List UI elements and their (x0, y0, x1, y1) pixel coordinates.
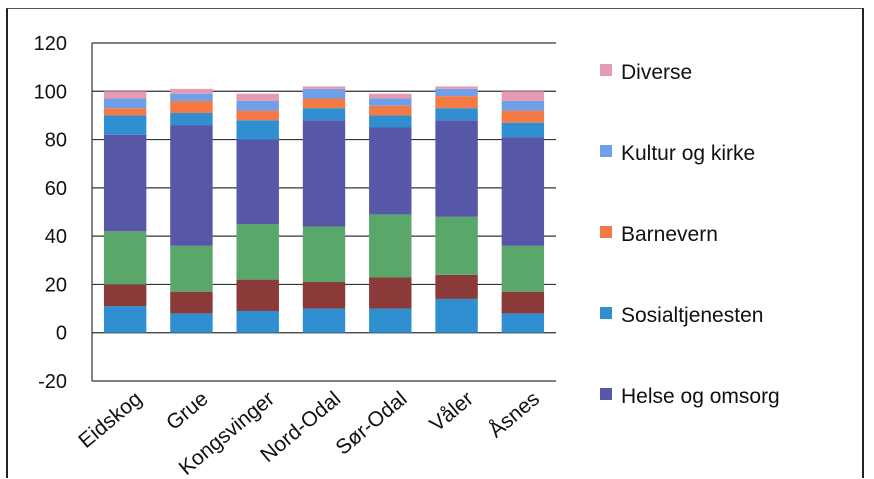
bar-segment-våler-6 (435, 88, 478, 97)
bar-segment-grue-1 (170, 291, 213, 314)
x-tick-label: Våler (425, 387, 477, 436)
bar-segment-sør-odal-0 (369, 308, 412, 333)
bar-segment-eidskog-6 (103, 98, 147, 109)
bar-segment-kongsvinger-7 (236, 93, 279, 101)
y-tick-label: 0 (56, 323, 67, 345)
bar-segment-kongsvinger-0 (236, 310, 279, 333)
legend-label: Barnevern (621, 223, 718, 246)
bar-segment-eidskog-0 (103, 306, 147, 333)
bar-segment-sør-odal-4 (369, 115, 412, 128)
y-tick-label: 120 (34, 33, 67, 55)
legend: Diverse Kultur og kirke Barnevern Sosialtje… (600, 61, 780, 408)
y-tick-label: -20 (38, 371, 67, 393)
bar-segment-kongsvinger-6 (236, 100, 279, 111)
bar-segment-kongsvinger-1 (236, 279, 279, 311)
bar-segment-grue-0 (170, 313, 213, 333)
bar-segment-nord-odal-4 (302, 108, 346, 121)
legend-swatch (600, 388, 612, 400)
bar-segment-våler-2 (435, 216, 478, 275)
bar-segment-nord-odal-0 (302, 308, 346, 333)
legend-swatch (600, 145, 612, 157)
chart-frame (6, 8, 864, 478)
y-tick-label: 80 (45, 130, 67, 152)
bar-segment-åsnes-7 (501, 91, 545, 101)
bar-segment-åsnes-3 (501, 137, 545, 246)
bar-segment-nord-odal-1 (302, 282, 346, 309)
bar-segment-grue-6 (170, 93, 213, 101)
bar-segment-kongsvinger-4 (236, 120, 279, 140)
bar-segment-sør-odal-2 (369, 214, 412, 278)
bar-segment-åsnes-6 (501, 100, 545, 111)
bar-segment-grue-5 (170, 100, 213, 114)
bar-segment-nord-odal-3 (302, 120, 346, 227)
bar-segment-sør-odal-6 (369, 98, 412, 106)
bar-segment-kongsvinger-2 (236, 224, 279, 280)
bar-segment-eidskog-1 (103, 284, 147, 307)
bar-segment-eidskog-7 (103, 91, 147, 99)
x-tick-label: Sør-Odal (331, 387, 411, 459)
bar-segment-sør-odal-3 (369, 127, 412, 215)
y-tick-label: 40 (45, 226, 67, 248)
legend-label: Diverse (621, 61, 692, 84)
bar-segment-sør-odal-1 (369, 277, 412, 309)
bar-segment-åsnes-2 (501, 245, 545, 292)
bar-segment-våler-7 (435, 86, 478, 89)
y-tick-label: 60 (45, 178, 67, 200)
bar-segment-eidskog-2 (103, 231, 147, 285)
y-tick-label: 20 (45, 274, 67, 296)
bar-segment-eidskog-5 (103, 108, 147, 116)
bar-segment-våler-0 (435, 298, 478, 333)
legend-swatch (600, 64, 612, 76)
x-tick-label: Eidskog (74, 387, 146, 453)
y-axis: 120 100 80 60 40 20 0 -20 (34, 33, 93, 393)
bar-segment-grue-2 (170, 245, 213, 292)
legend-label: Kultur og kirke (621, 142, 755, 165)
bar-segment-våler-5 (435, 96, 478, 109)
bar-segment-sør-odal-7 (369, 93, 412, 99)
bar-segment-åsnes-0 (501, 313, 545, 333)
x-tick-label: Åsnes (485, 387, 545, 442)
bar-segment-nord-odal-2 (302, 226, 346, 283)
legend-swatch (600, 307, 612, 319)
bar-segment-nord-odal-6 (302, 88, 346, 99)
bar-segment-sør-odal-5 (369, 105, 412, 116)
y-tick-label: 100 (34, 81, 67, 103)
legend-swatch (600, 226, 612, 238)
bar-segment-åsnes-4 (501, 122, 545, 138)
bar-segment-eidskog-3 (103, 134, 147, 232)
bar-segment-kongsvinger-3 (236, 139, 279, 225)
bar-segment-grue-4 (170, 113, 213, 126)
x-tick-label: Grue (162, 387, 213, 435)
bar-segment-nord-odal-7 (302, 86, 346, 89)
bar-segment-våler-1 (435, 274, 478, 299)
legend-label: Sosialtjenesten (621, 304, 763, 327)
legend-label: Helse og omsorg (621, 385, 780, 408)
bar-segment-våler-3 (435, 120, 478, 217)
bar-segment-grue-7 (170, 88, 213, 94)
bar-segment-grue-3 (170, 125, 213, 246)
bar-segment-nord-odal-5 (302, 98, 346, 109)
bar-segment-våler-4 (435, 108, 478, 121)
bar-segment-åsnes-1 (501, 291, 545, 314)
bar-segment-kongsvinger-5 (236, 110, 279, 121)
bars (103, 86, 545, 333)
bar-segment-åsnes-5 (501, 110, 545, 123)
bar-segment-eidskog-4 (103, 115, 147, 135)
